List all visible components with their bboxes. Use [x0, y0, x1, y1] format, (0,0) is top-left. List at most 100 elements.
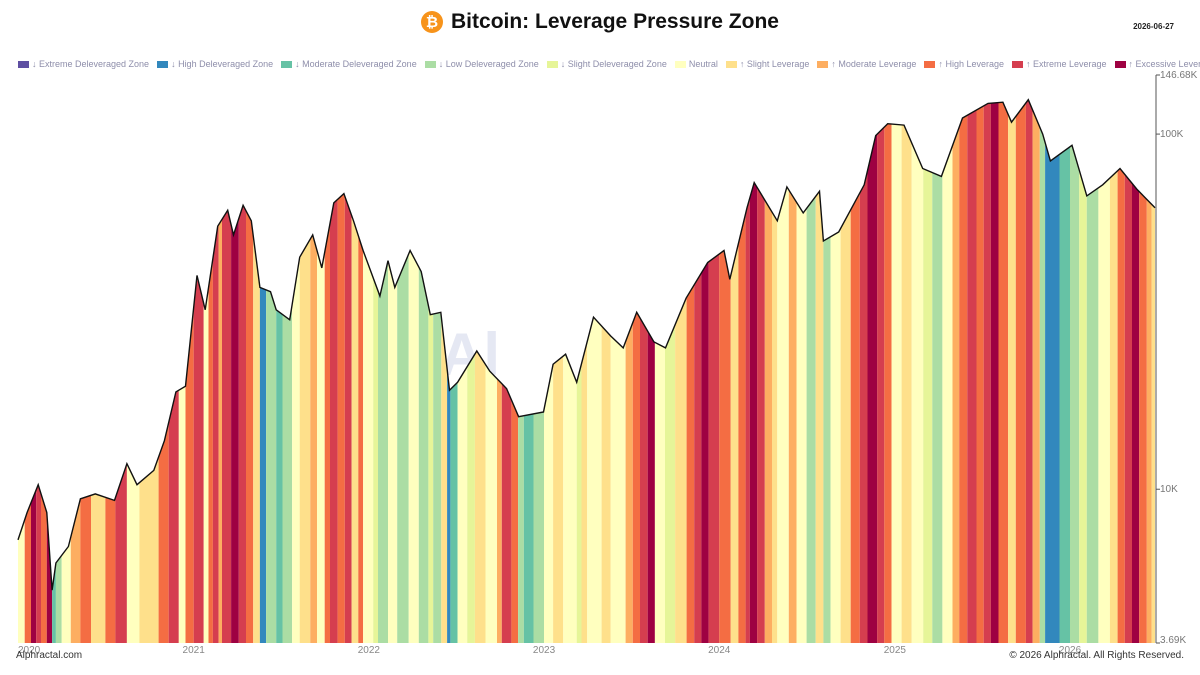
zone-band: [976, 105, 984, 643]
legend-item[interactable]: ↑ Excessive Leverage: [1114, 59, 1200, 69]
zone-band: [212, 224, 219, 644]
zone-band: [497, 378, 502, 643]
zone-band: [24, 502, 31, 643]
legend-item[interactable]: ↓ Moderate Deleveraged Zone: [281, 59, 417, 69]
zone-band: [373, 277, 378, 643]
zone-band: [1086, 187, 1099, 644]
zone-band: [553, 356, 564, 643]
zone-band: [408, 251, 419, 643]
zone-band: [474, 351, 486, 643]
legend-item[interactable]: Neutral: [674, 59, 718, 69]
x-tick-label: 2025: [884, 645, 907, 656]
legend-item[interactable]: ↓ Extreme Deleveraged Zone: [18, 59, 149, 69]
legend-label: ↑ Moderate Leverage: [831, 59, 917, 69]
zone-band: [1098, 178, 1110, 643]
zone-band: [1132, 183, 1140, 643]
zone-band: [511, 399, 519, 643]
footer-copyright: © 2026 Alphractal. All Rights Reserved.: [1009, 650, 1184, 661]
zone-band: [952, 127, 960, 644]
zone-band: [433, 312, 442, 643]
legend-label: ↑ High Leverage: [938, 59, 1004, 69]
zone-band: [80, 495, 91, 643]
zone-band: [70, 498, 81, 643]
legend-item[interactable]: ↑ Slight Leverage: [725, 59, 809, 69]
zone-band: [1025, 100, 1033, 643]
zone-band: [282, 304, 293, 643]
zone-band: [231, 218, 239, 643]
zone-band: [1039, 127, 1046, 643]
zone-band: [983, 103, 991, 643]
zone-band: [738, 213, 746, 644]
zone-band: [576, 363, 582, 643]
zone-band: [441, 316, 448, 643]
legend-item[interactable]: ↑ High Leverage: [924, 59, 1004, 69]
zone-band: [749, 183, 758, 643]
report-date: 2026-06-27: [1133, 22, 1174, 31]
axes: 146.68K 100K 10K 3.69K 2020 2021 2022 2023 2024 2…: [18, 70, 1198, 656]
zone-band: [55, 555, 62, 643]
zone-band: [625, 322, 633, 643]
zone-band: [923, 168, 933, 643]
legend-swatch: [817, 60, 829, 68]
zone-band: [457, 366, 468, 643]
legend-item[interactable]: ↓ High Deleveraged Zone: [157, 59, 273, 69]
zone-band: [246, 210, 254, 644]
zone-band: [708, 254, 720, 643]
legend-label: ↑ Excessive Leverage: [1128, 59, 1200, 69]
legend-swatch: [725, 60, 737, 68]
zone-band: [1059, 146, 1070, 643]
zone-band: [859, 170, 868, 643]
zone-bands: [18, 100, 1155, 644]
zone-band: [830, 228, 841, 643]
zone-band: [310, 235, 317, 643]
legend: ↓ Extreme Deleveraged Zone ↓ High Delever…: [18, 58, 1200, 70]
zone-band: [91, 494, 106, 643]
zone-band: [867, 134, 878, 643]
zone-band: [654, 342, 665, 643]
zone-band: [1079, 169, 1087, 644]
zone-band: [1124, 174, 1132, 643]
zone-band: [764, 200, 772, 643]
zone-band: [544, 364, 554, 643]
zone-band: [218, 219, 222, 643]
zone-band: [139, 456, 159, 643]
zone-band: [259, 287, 267, 643]
zone-band: [1139, 191, 1147, 643]
zone-band: [1109, 170, 1118, 644]
zone-band: [932, 172, 943, 643]
legend-item[interactable]: ↓ Low Deleveraged Zone: [424, 59, 539, 69]
zone-band: [428, 305, 434, 643]
zone-band: [363, 250, 374, 643]
zone-band: [884, 123, 892, 643]
zone-band: [1045, 142, 1060, 643]
zone-band: [788, 190, 797, 643]
zone-band: [877, 127, 885, 643]
legend-label: ↑ Extreme Leverage: [1026, 59, 1107, 69]
zone-band: [777, 187, 789, 643]
legend-label: ↓ High Deleveraged Zone: [171, 59, 274, 69]
bitcoin-logo-icon: ₿: [421, 11, 444, 33]
zone-band: [911, 142, 924, 643]
zone-band: [450, 382, 458, 643]
legend-swatch: [18, 60, 29, 68]
zone-band: [378, 260, 388, 643]
y-tick-label: 146.68K: [1160, 70, 1198, 81]
y-tick-label: 100K: [1160, 129, 1184, 140]
title-row: ₿ Bitcoin: Leverage Pressure Zone: [0, 8, 1200, 36]
x-tick-label: 2021: [183, 645, 206, 656]
zone-band: [998, 102, 1009, 643]
zone-band: [806, 196, 816, 643]
legend-item[interactable]: ↓ Slight Deleveraged Zone: [546, 59, 667, 69]
zone-band: [686, 284, 695, 643]
zone-band: [185, 307, 194, 643]
legend-item[interactable]: ↑ Extreme Leverage: [1012, 59, 1107, 69]
zone-band: [581, 341, 588, 643]
legend-swatch: [674, 60, 686, 68]
zone-band: [115, 463, 127, 643]
zone-band: [1070, 145, 1080, 643]
zone-band: [533, 409, 544, 643]
zone-band: [337, 193, 345, 644]
x-tick-label: 2026: [1059, 645, 1082, 656]
zone-band: [990, 102, 999, 643]
legend-item[interactable]: ↑ Moderate Leverage: [817, 59, 916, 69]
